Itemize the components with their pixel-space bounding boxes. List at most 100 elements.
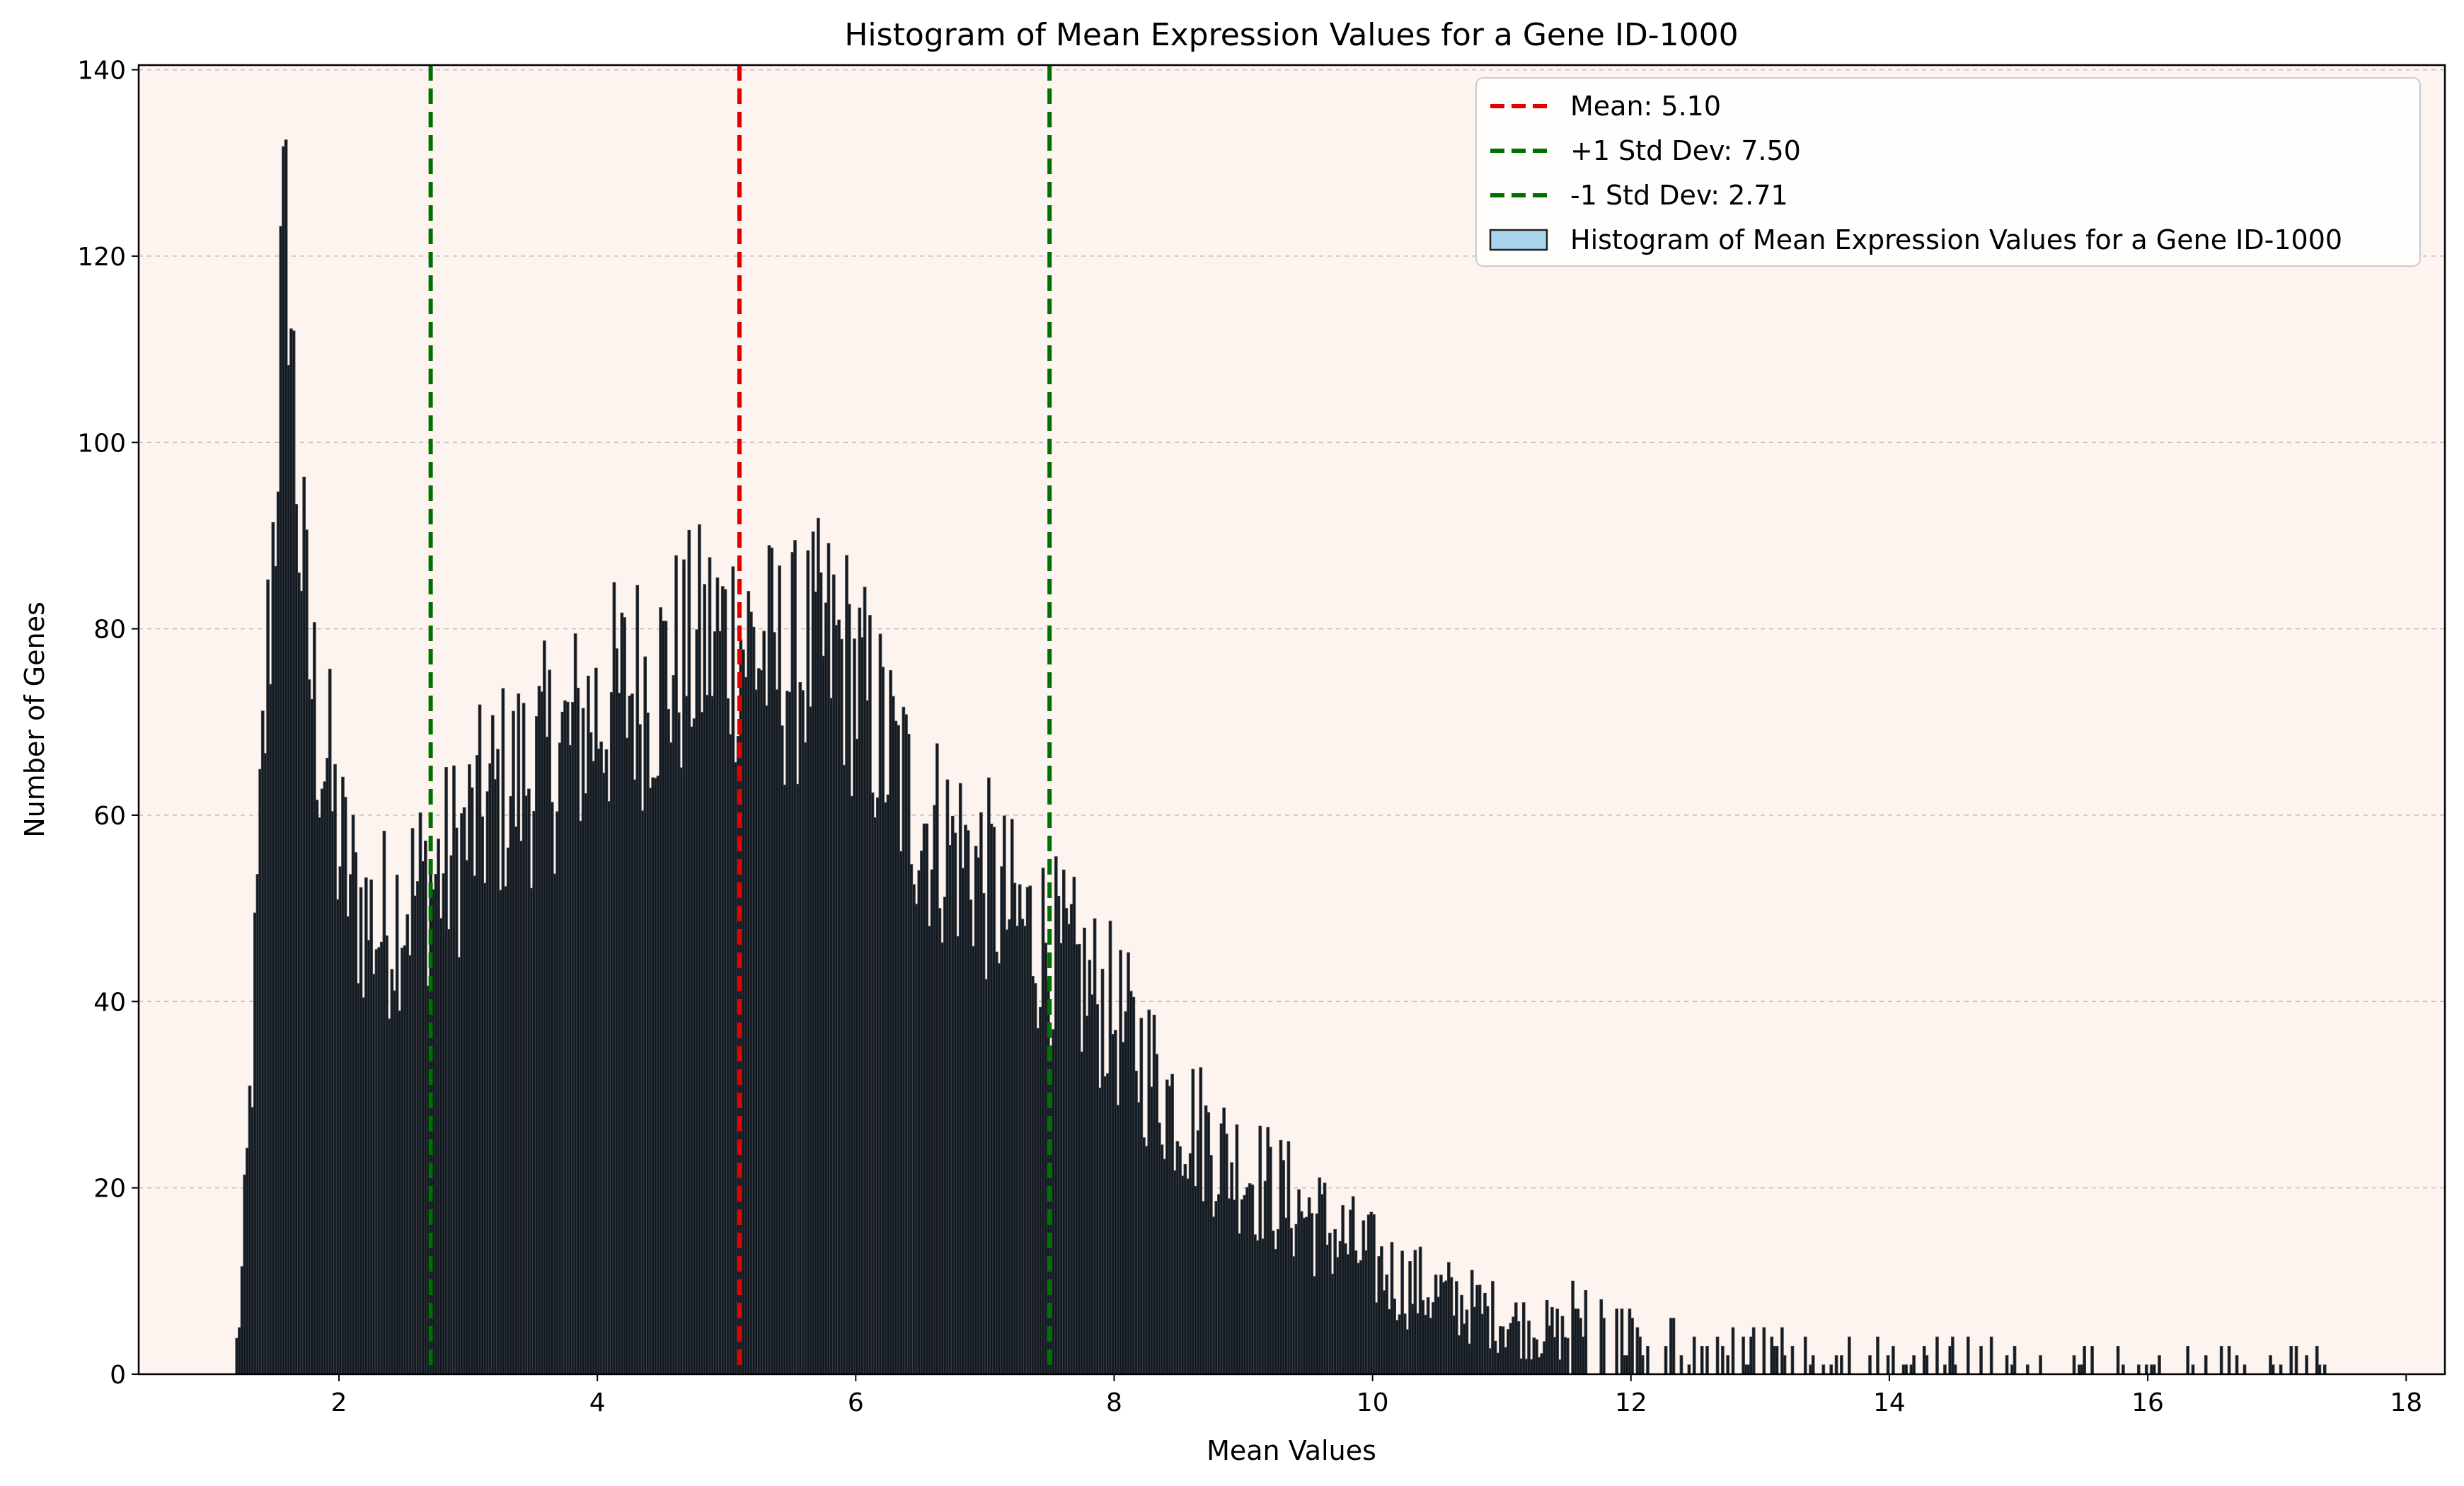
histogram-bar (545, 737, 549, 1375)
histogram-bar (405, 914, 410, 1375)
histogram-bar (434, 874, 438, 1375)
histogram-bar (638, 724, 642, 1375)
histogram-bar (972, 945, 975, 1375)
histogram-bar (1447, 1262, 1451, 1375)
histogram-bar (1576, 1308, 1580, 1375)
histogram-bar (682, 559, 686, 1375)
histogram-bar (2090, 1345, 2094, 1375)
histogram-bar (876, 797, 880, 1375)
histogram-bar (1615, 1308, 1619, 1375)
histogram-bar (1036, 1027, 1040, 1375)
histogram-bar (667, 708, 670, 1375)
histogram-bar (1426, 1297, 1430, 1375)
y-tick-label: 80 (93, 616, 126, 645)
histogram-bar (496, 749, 500, 1375)
histogram-bar (1535, 1339, 1538, 1375)
y-tick-label: 120 (77, 243, 126, 272)
histogram-bar (1158, 1122, 1161, 1375)
histogram-bar (1286, 1141, 1291, 1375)
histogram-bar (933, 805, 937, 1375)
histogram-bar (372, 974, 376, 1375)
histogram-bar (449, 855, 454, 1375)
histogram-bar (1072, 876, 1076, 1375)
histogram-bar (1773, 1345, 1776, 1375)
histogram-bar (656, 776, 660, 1375)
histogram-bar (1454, 1281, 1458, 1375)
histogram-bar (346, 916, 350, 1375)
histogram-bar (1335, 1257, 1340, 1375)
histogram-bar (1028, 885, 1032, 1375)
histogram-bar (643, 656, 647, 1375)
histogram-bar (865, 700, 870, 1375)
histogram-bar (1762, 1327, 1766, 1375)
histogram-bar (728, 734, 732, 1375)
histogram-bar (1361, 1220, 1366, 1375)
histogram-bar (811, 531, 815, 1375)
histogram-bar (897, 725, 900, 1375)
histogram-bar (1439, 1274, 1443, 1375)
histogram-bar (1524, 1359, 1529, 1375)
histogram-bar (1243, 1194, 1247, 1375)
histogram-bar (1700, 1345, 1704, 1375)
histogram-bar (1277, 1228, 1280, 1375)
histogram-bar (1002, 815, 1006, 1375)
histogram-bar (1217, 1194, 1221, 1375)
histogram-bar (1369, 1211, 1374, 1375)
histogram-bar (1408, 1261, 1412, 1375)
histogram-bar (1059, 943, 1063, 1375)
histogram-bar (1330, 1274, 1335, 1375)
histogram-bar (1015, 926, 1019, 1375)
histogram-bar (1809, 1364, 1812, 1375)
histogram-bar (498, 889, 502, 1375)
histogram-bar (258, 768, 262, 1375)
histogram-bar (1496, 1352, 1500, 1375)
x-tick-label: 14 (1873, 1388, 1906, 1417)
histogram-bar (1705, 1345, 1709, 1375)
histogram-bar (470, 787, 474, 1375)
histogram-bar (2010, 1364, 2014, 1375)
histogram-bar (398, 1010, 402, 1375)
histogram-bar (1480, 1313, 1485, 1375)
histogram-bar (1013, 882, 1017, 1375)
histogram-bar (684, 696, 689, 1375)
histogram-bar (651, 777, 655, 1375)
histogram-bar (1008, 919, 1011, 1375)
histogram-bar (584, 793, 588, 1375)
histogram-bar (809, 706, 812, 1375)
histogram-bar (909, 864, 914, 1375)
histogram-bar (1005, 929, 1009, 1375)
histogram-bar (1555, 1308, 1560, 1375)
x-tick-label: 2 (331, 1388, 347, 1417)
histogram-bar (351, 814, 355, 1375)
histogram-bar (950, 815, 955, 1375)
histogram-bar (715, 577, 720, 1375)
y-tick-label: 140 (77, 57, 126, 86)
histogram-bar (878, 633, 882, 1375)
histogram-bar (2279, 1364, 2283, 1375)
histogram-bar (690, 726, 693, 1375)
histogram-bar (476, 755, 479, 1375)
histogram-bar (1211, 1216, 1216, 1375)
histogram-bar (1305, 1216, 1308, 1375)
histogram-bar (889, 670, 892, 1375)
histogram-bar (1664, 1345, 1668, 1375)
histogram-bar (2204, 1355, 2208, 1375)
histogram-bar (1291, 1256, 1296, 1375)
histogram-bar (899, 851, 903, 1375)
histogram-bar (870, 792, 875, 1375)
histogram-bar (1488, 1348, 1492, 1375)
histogram-bar (1948, 1345, 1952, 1375)
histogram-bar (248, 1085, 252, 1375)
histogram-bar (1521, 1302, 1526, 1375)
y-tick-label: 20 (93, 1175, 126, 1204)
legend-histogram-label: Histogram of Mean Expression Values for … (1570, 224, 2342, 255)
histogram-bar (1232, 1199, 1236, 1375)
histogram-bar (1635, 1327, 1640, 1375)
histogram-bar (723, 589, 727, 1375)
histogram-bar (594, 667, 598, 1375)
histogram-bar (845, 555, 848, 1375)
histogram-bar (1512, 1316, 1515, 1375)
histogram-bar (1749, 1336, 1753, 1375)
histogram-bar (289, 328, 293, 1375)
histogram-bar (762, 630, 766, 1375)
